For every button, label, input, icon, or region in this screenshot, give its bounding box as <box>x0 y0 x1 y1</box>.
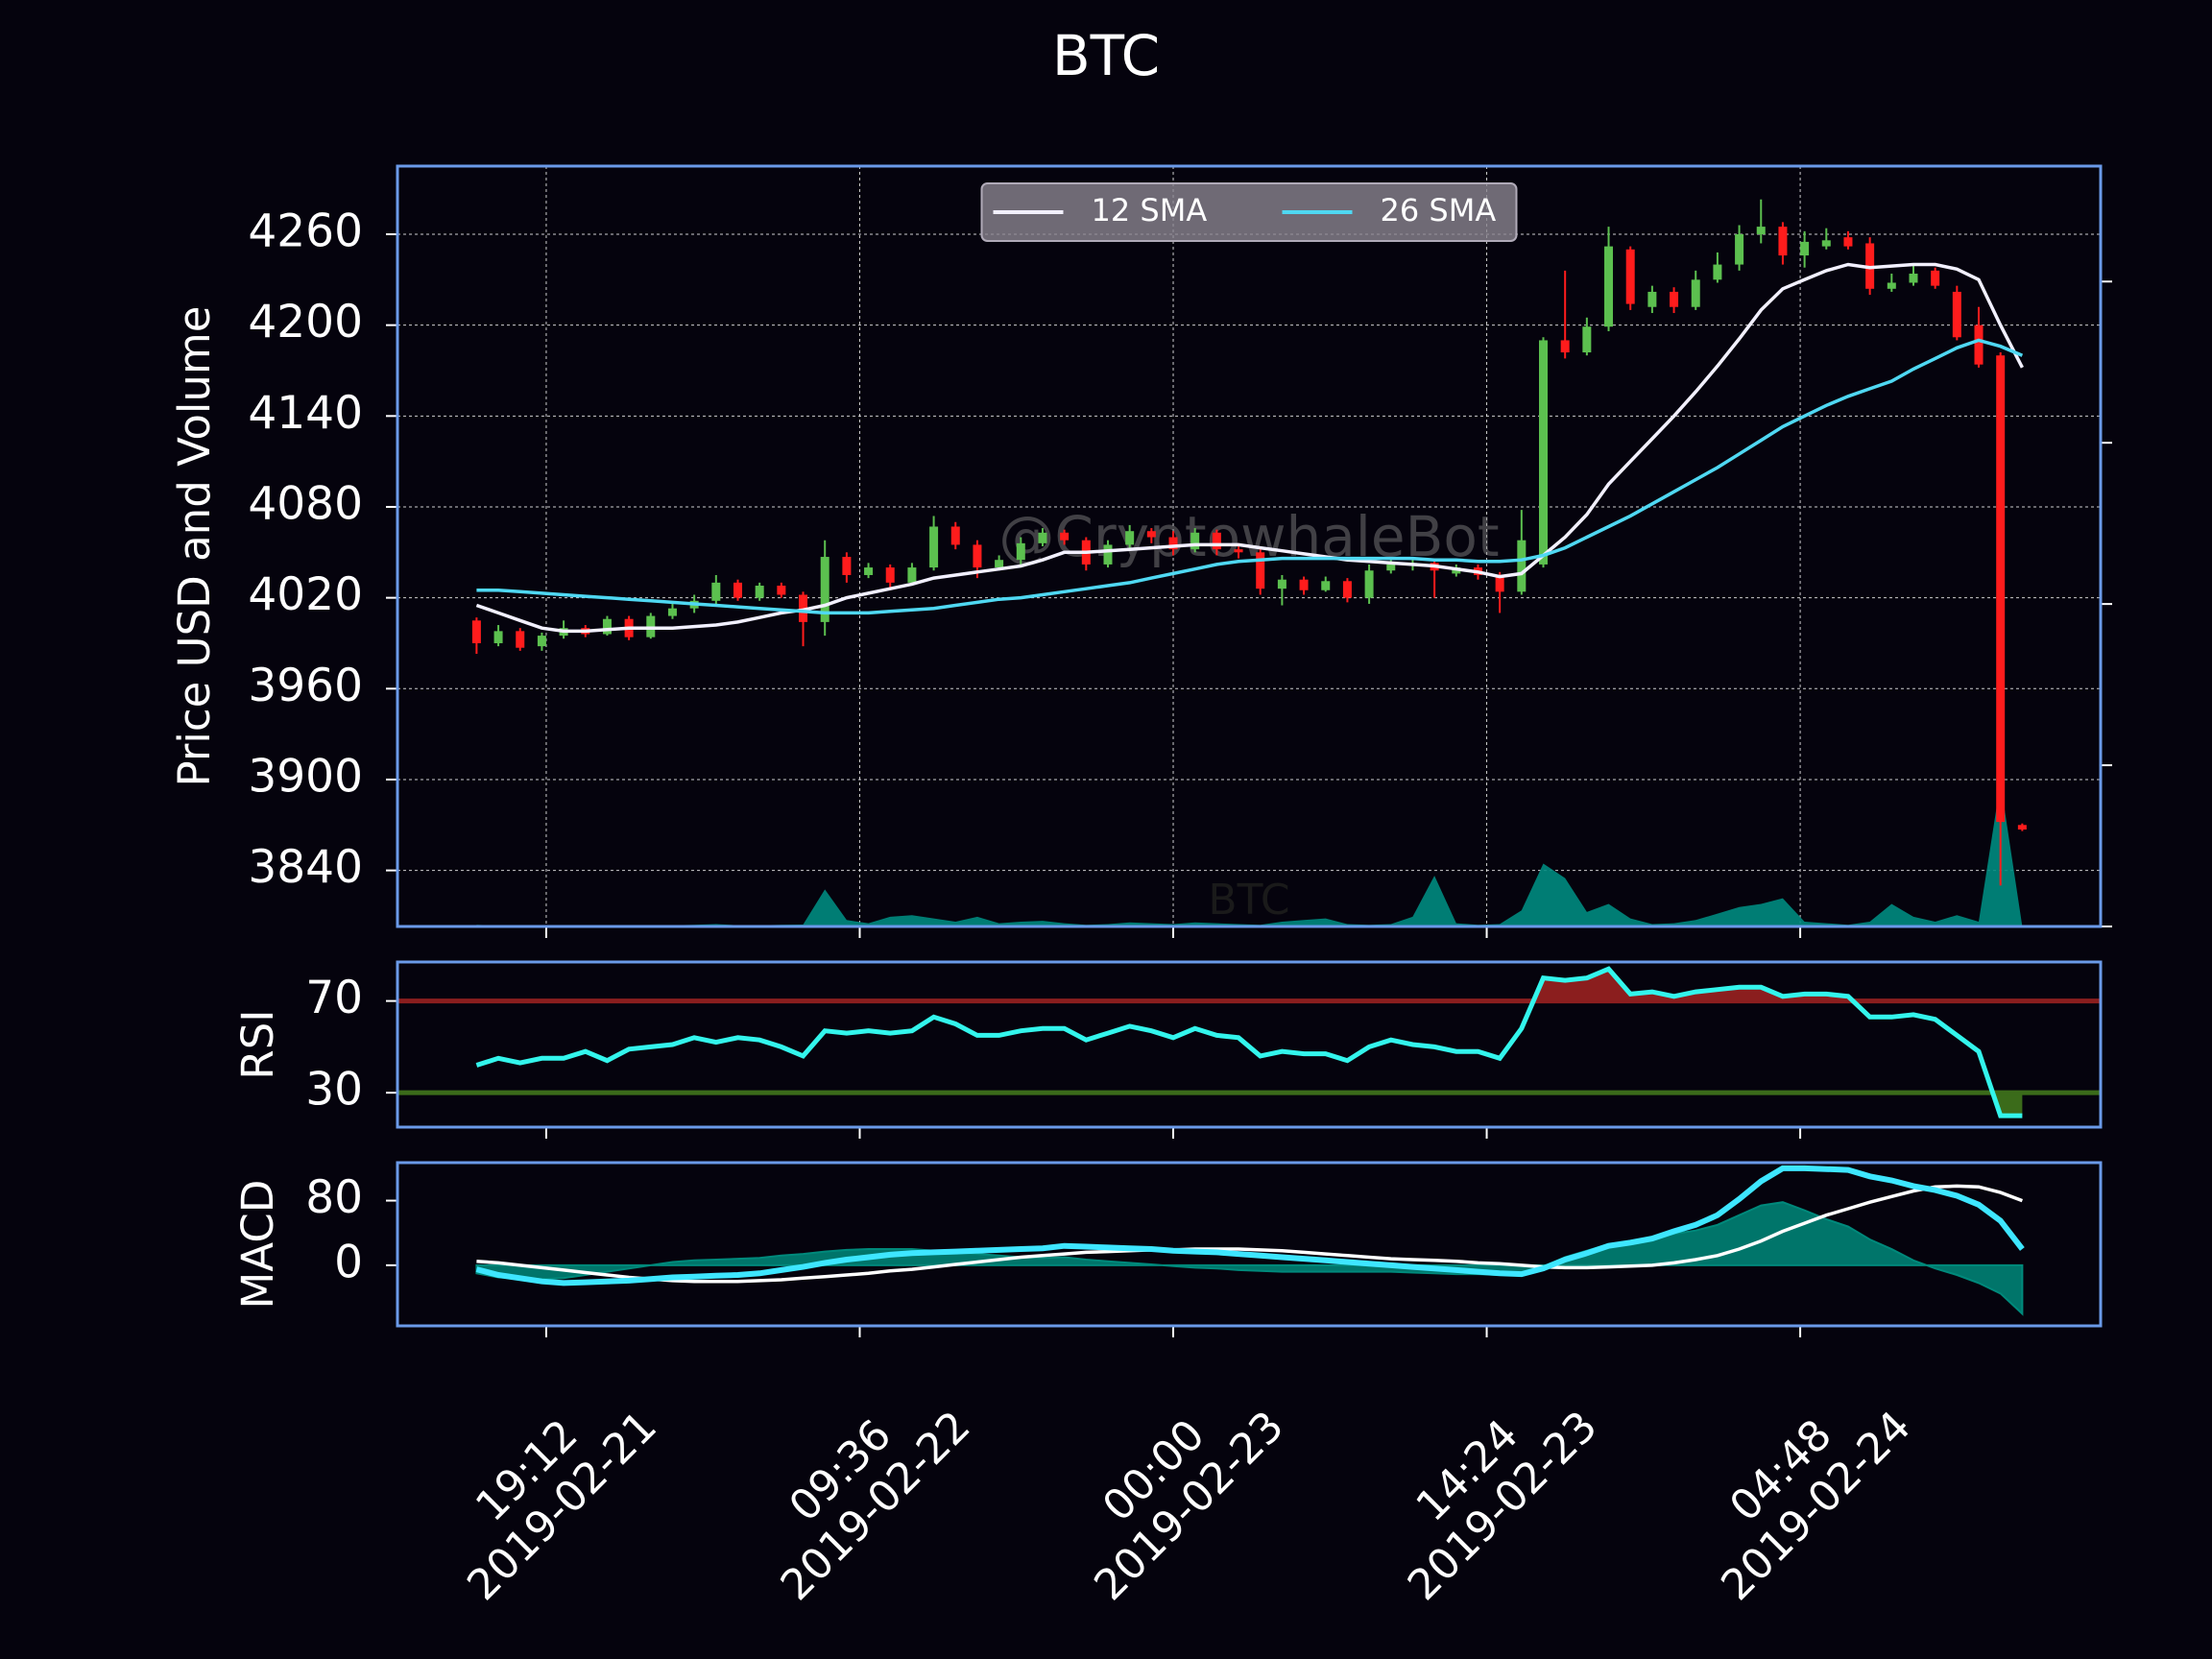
sma-line <box>476 338 2024 615</box>
candle-body <box>1974 325 1984 365</box>
chart-title: BTC <box>1052 23 1160 88</box>
y-tick-label: 70 <box>305 972 363 1024</box>
candle-body <box>1625 249 1635 304</box>
candle-body <box>1887 282 1896 289</box>
y-tick-label: 4020 <box>248 568 363 621</box>
candle-body <box>516 631 525 648</box>
candle-body <box>1256 552 1265 589</box>
candle-body <box>1713 264 1722 280</box>
candle-body <box>885 567 895 583</box>
sma-line <box>475 262 2024 634</box>
volume-label: BTC <box>1208 876 1289 925</box>
signal-line <box>476 1184 2024 1284</box>
candle-body <box>1517 540 1527 592</box>
y-tick-label: 4200 <box>248 296 363 349</box>
candle-body <box>1299 579 1309 590</box>
candle-body <box>1038 532 1047 543</box>
axes-frame <box>396 1161 2103 1328</box>
candle-body <box>1016 542 1025 561</box>
candle-body <box>842 557 852 575</box>
candle-body <box>755 586 764 598</box>
candle-body <box>1582 326 1592 353</box>
candle-body <box>950 526 960 545</box>
candle-body <box>1103 544 1113 565</box>
candle-body <box>1909 274 1918 283</box>
candle-body <box>1691 279 1700 307</box>
candle-body <box>1539 340 1549 565</box>
candle-body <box>1800 241 1810 256</box>
candle-body <box>820 557 830 622</box>
y-tick-label: 4080 <box>248 477 363 530</box>
y-axis-label: MACD <box>232 1180 283 1310</box>
plot-area <box>475 1165 2025 1316</box>
candle-body <box>777 586 786 595</box>
candle-body <box>1277 579 1286 589</box>
candle-body <box>1821 240 1831 247</box>
candle-body <box>1386 564 1396 571</box>
y-tick-label: 3960 <box>248 660 363 712</box>
candle-body <box>1756 227 1766 234</box>
candle-body <box>1647 291 1657 307</box>
candle-body <box>1952 291 1961 338</box>
y-tick-label: 30 <box>305 1064 363 1117</box>
candle-body <box>1931 270 1940 286</box>
candle-body <box>973 544 982 568</box>
candle-body <box>1735 233 1744 265</box>
candle-body <box>1495 574 1504 592</box>
candle-body <box>1125 531 1135 545</box>
candle-body <box>1778 227 1788 256</box>
y-tick-label: 4140 <box>248 387 363 440</box>
y-tick-label: 4260 <box>248 204 363 257</box>
candle-body <box>537 636 546 647</box>
candle-body <box>471 620 481 643</box>
y-tick-label: 80 <box>305 1171 363 1224</box>
legend-label: 26 SMA <box>1381 192 1497 228</box>
axes-frame <box>396 164 2103 928</box>
candle-body <box>1168 537 1178 550</box>
candle-body <box>1342 581 1352 598</box>
candle-body <box>1604 246 1614 327</box>
legend-box <box>980 182 1518 242</box>
candle-body <box>1060 532 1070 541</box>
candle-body <box>733 582 742 598</box>
candle-body <box>864 567 874 575</box>
candle-body <box>2017 825 2027 830</box>
macd-line <box>475 1165 2025 1286</box>
candle-body <box>929 526 939 568</box>
candle-body <box>602 618 612 635</box>
candle-body <box>1996 355 2006 823</box>
candle-body <box>493 631 503 643</box>
y-axis-label: Price USD and Volume <box>169 306 220 787</box>
candle-body <box>1364 570 1374 598</box>
candle-body <box>1212 532 1221 550</box>
candle-body <box>1560 340 1570 353</box>
y-tick-label: 0 <box>334 1236 363 1288</box>
candle-body <box>995 560 1004 568</box>
legend-label: 12 SMA <box>1092 192 1208 228</box>
axes-frame <box>396 960 2103 1129</box>
candle-body <box>1234 549 1243 553</box>
candle-body <box>1146 531 1156 538</box>
candle-body <box>667 608 677 616</box>
candle-body <box>907 567 917 583</box>
candle-body <box>1321 581 1331 590</box>
rsi-line <box>475 966 2023 1118</box>
y-axis-label: RSI <box>232 1009 283 1079</box>
candle-body <box>1843 237 1853 247</box>
candle-body <box>1190 532 1200 550</box>
candle-body <box>711 582 721 601</box>
y-tick-label: 3900 <box>248 750 363 803</box>
y-tick-label: 3840 <box>248 841 363 894</box>
candle-body <box>1670 291 1679 307</box>
